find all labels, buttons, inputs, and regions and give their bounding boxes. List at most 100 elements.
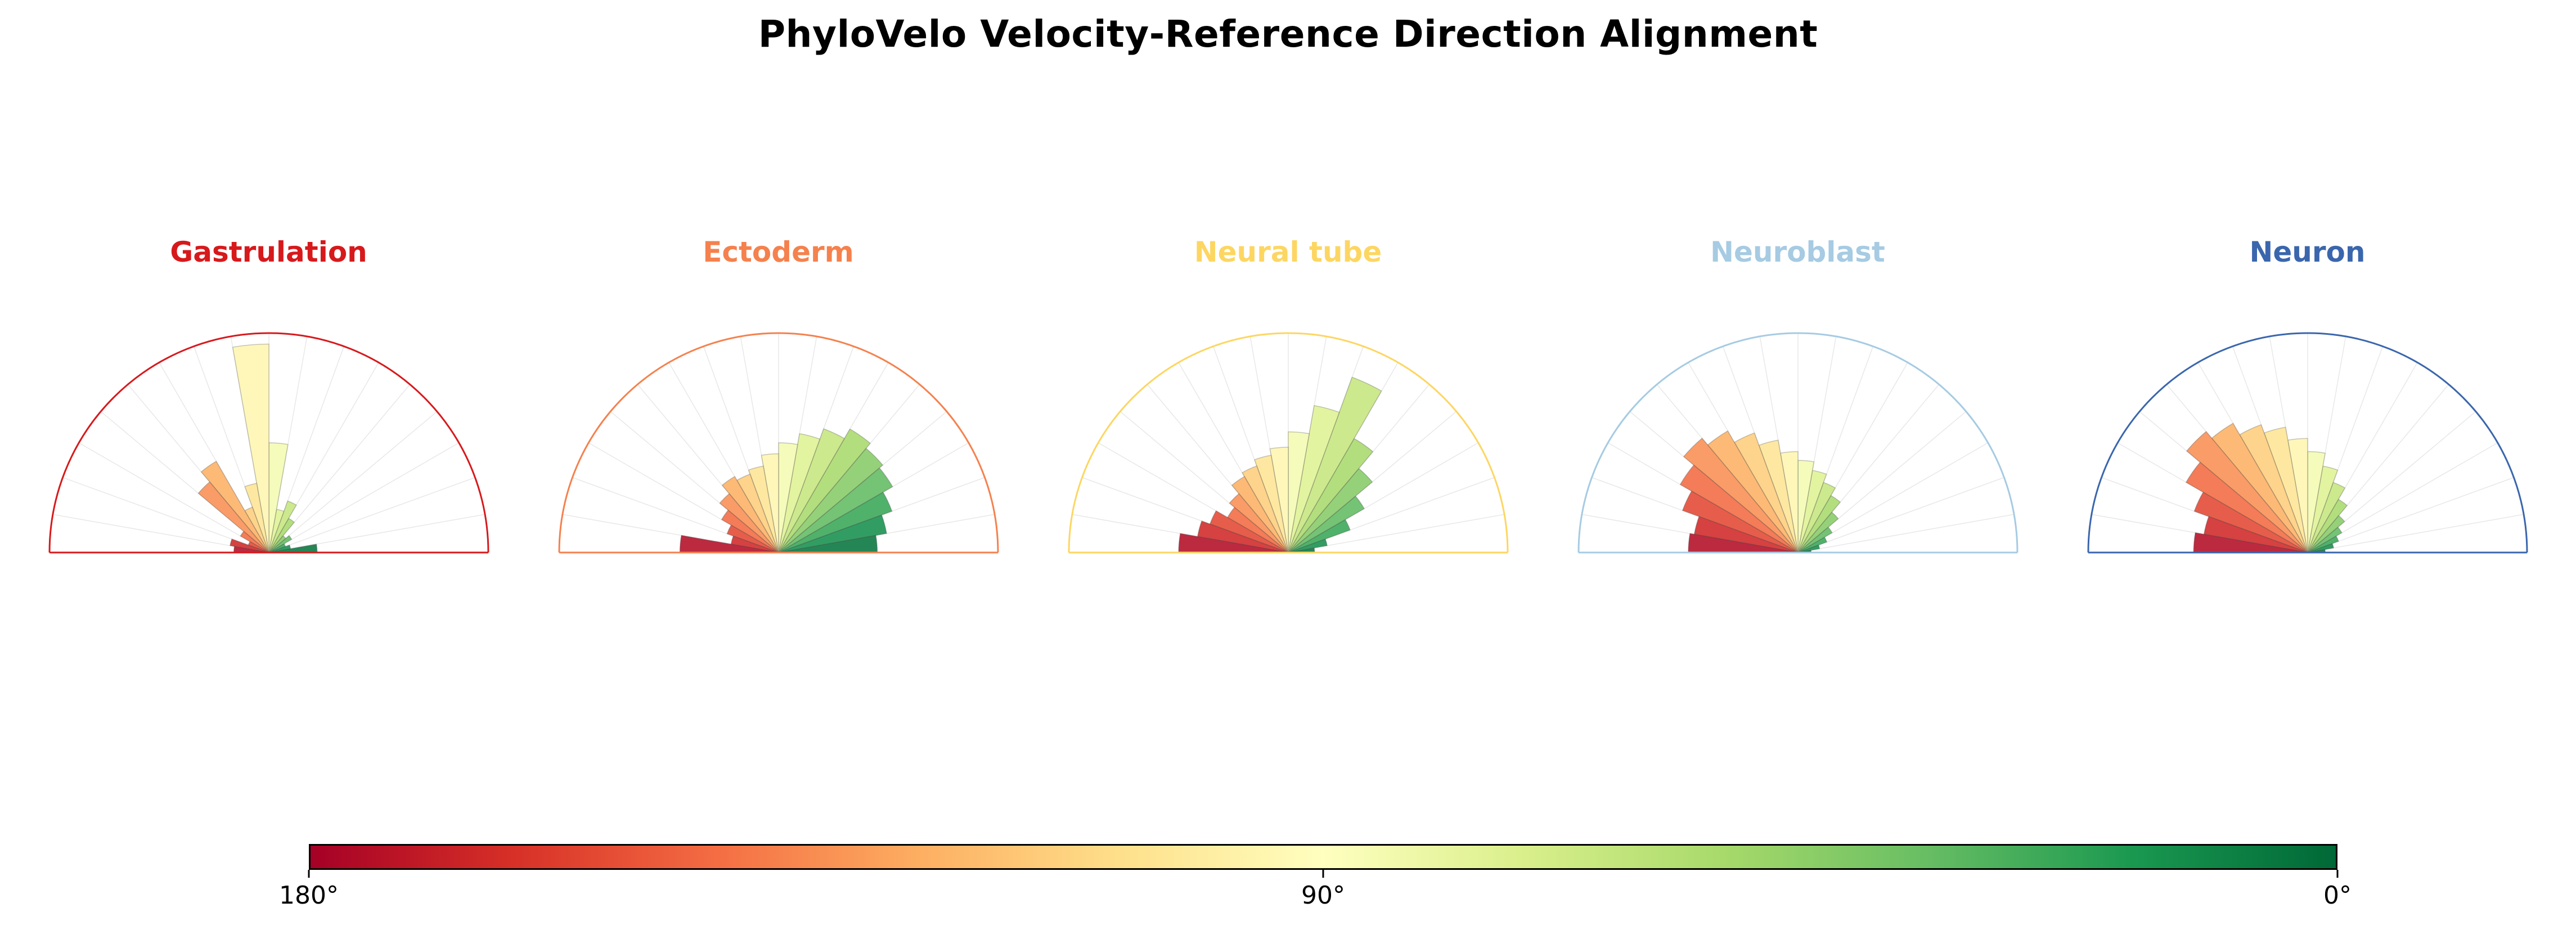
rose-bar bbox=[232, 343, 269, 553]
rose-bar bbox=[2307, 526, 2343, 553]
rose-bar bbox=[777, 433, 820, 553]
rose-bar bbox=[268, 442, 289, 553]
rose-bar bbox=[1797, 460, 1814, 553]
rose-bar bbox=[1287, 376, 1382, 553]
rose-chart bbox=[2087, 332, 2528, 554]
rose-panel-gastrulation: Gastrulation bbox=[21, 236, 516, 568]
panel-title: Gastrulation bbox=[170, 236, 367, 268]
rose-bar bbox=[268, 535, 293, 553]
rose-bar bbox=[1287, 438, 1373, 553]
rose-bar bbox=[2287, 438, 2308, 553]
rose-bar bbox=[718, 493, 779, 553]
rose-bar bbox=[2307, 465, 2338, 553]
panel-title: Neuron bbox=[2249, 236, 2366, 268]
panels-row: Gastrulation Ectoderm Neural tube Neurob… bbox=[0, 236, 2576, 568]
colorbar-gradient bbox=[309, 844, 2337, 870]
rose-bar bbox=[2307, 451, 2326, 553]
rose-bar bbox=[2238, 424, 2308, 553]
rose-bar bbox=[1679, 464, 1798, 553]
rose-bar bbox=[2307, 482, 2345, 553]
rose-bar bbox=[2307, 535, 2339, 553]
rose-bar bbox=[1682, 490, 1798, 553]
rose-bar bbox=[1779, 451, 1799, 553]
rose-bar bbox=[2186, 430, 2308, 553]
colorbar-label-0: 0° bbox=[2323, 881, 2352, 910]
rose-bar bbox=[2307, 499, 2348, 553]
rose-bar bbox=[1693, 516, 1798, 553]
rose-bar bbox=[1797, 544, 1820, 553]
rose-bar bbox=[1797, 495, 1841, 553]
rose-bar bbox=[777, 428, 845, 553]
rose-bar bbox=[1287, 431, 1310, 553]
colorbar-tick-180 bbox=[308, 870, 310, 878]
rose-bar bbox=[1287, 405, 1340, 553]
panel-title: Neuroblast bbox=[1710, 236, 1885, 268]
rose-bar bbox=[244, 483, 269, 553]
rose-panel-neuron: Neuron bbox=[2060, 236, 2555, 568]
rose-bar bbox=[1228, 493, 1289, 553]
rose-bar bbox=[1287, 468, 1373, 553]
rose-bar bbox=[268, 543, 286, 553]
rose-bar bbox=[730, 535, 779, 553]
colorbar-tick-0 bbox=[2336, 870, 2339, 878]
rose-bar bbox=[1733, 432, 1799, 553]
panel-title: Neural tube bbox=[1194, 236, 1382, 268]
rose-bar bbox=[777, 447, 883, 553]
rose-bar bbox=[1707, 430, 1799, 553]
colorbar: 180° 90° 0° bbox=[279, 844, 2352, 920]
rose-bar bbox=[2185, 461, 2308, 553]
rose-panel-ectoderm: Ectoderm bbox=[531, 236, 1026, 568]
rose-bar bbox=[2203, 516, 2308, 553]
colorbar-label-180: 180° bbox=[279, 881, 339, 910]
colorbar-tick-90 bbox=[1322, 870, 1324, 878]
rose-bar bbox=[1288, 495, 1365, 553]
panel-title: Ectoderm bbox=[703, 236, 854, 268]
rose-bar bbox=[777, 428, 871, 553]
rose-bar bbox=[268, 544, 291, 553]
rose-bar bbox=[2307, 543, 2334, 553]
rose-bar bbox=[1209, 510, 1288, 553]
rose-bar bbox=[244, 506, 269, 553]
rose-bar bbox=[748, 465, 779, 553]
rose-bar bbox=[1269, 447, 1289, 553]
colorbar-label-90: 90° bbox=[1301, 881, 1345, 910]
rose-bar bbox=[2193, 491, 2308, 553]
rose-chart bbox=[1577, 332, 2018, 554]
rose-bar bbox=[726, 524, 779, 553]
rose-bar bbox=[1797, 470, 1827, 553]
rose-bar bbox=[247, 541, 269, 553]
rose-bar bbox=[197, 481, 269, 553]
rose-panel-neural-tube: Neural tube bbox=[1041, 236, 1536, 568]
rose-bar bbox=[1288, 519, 1351, 553]
rose-bar bbox=[1797, 536, 1827, 553]
rose-bar bbox=[778, 467, 893, 553]
rose-bar bbox=[1231, 475, 1289, 553]
rose-bar bbox=[239, 531, 269, 553]
rose-bar bbox=[1797, 482, 1836, 553]
rose-bar bbox=[778, 514, 887, 553]
rose-bar bbox=[268, 535, 286, 553]
rose-bar bbox=[1797, 511, 1839, 553]
rose-chart bbox=[1068, 332, 1508, 554]
rose-bar bbox=[2210, 423, 2308, 553]
rose-bar bbox=[268, 518, 295, 553]
rose-bar bbox=[721, 475, 779, 553]
rose-chart bbox=[48, 332, 489, 554]
rose-bar bbox=[1288, 538, 1328, 553]
rose-bar bbox=[721, 509, 779, 553]
colorbar-ticks: 180° 90° 0° bbox=[279, 870, 2352, 920]
rose-bar bbox=[761, 453, 779, 553]
figure-title: PhyloVelo Velocity-Reference Direction A… bbox=[758, 12, 1818, 56]
rose-bar bbox=[777, 442, 798, 553]
rose-bar bbox=[1797, 526, 1833, 553]
rose-bar bbox=[1253, 455, 1289, 553]
rose-bar bbox=[229, 538, 269, 553]
rose-bar bbox=[1758, 439, 1799, 553]
rose-bar bbox=[778, 491, 893, 553]
rose-bar bbox=[1226, 506, 1288, 553]
rose-bar bbox=[1241, 465, 1289, 553]
rose-chart bbox=[558, 332, 999, 554]
rose-panel-neuroblast: Neuroblast bbox=[1550, 236, 2045, 568]
rose-bar bbox=[200, 460, 269, 553]
